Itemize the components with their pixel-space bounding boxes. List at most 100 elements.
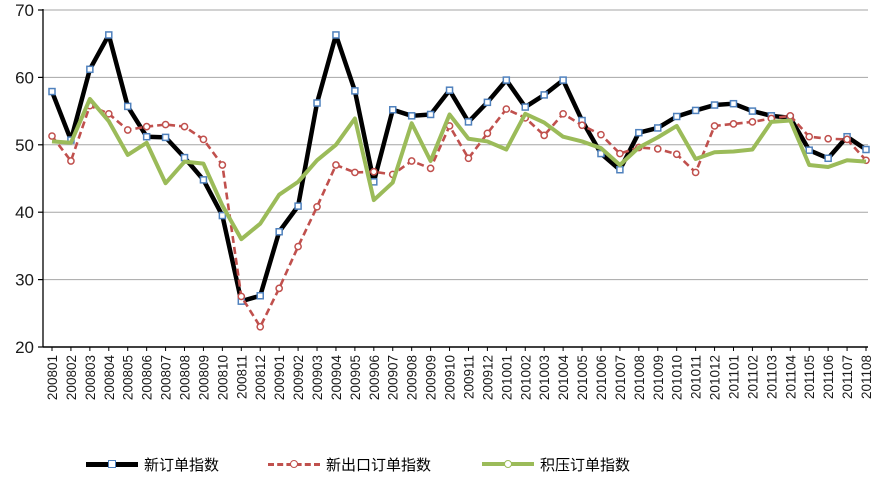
data-point-circle [578,121,586,130]
data-point-square [142,132,151,141]
data-point-circle [464,154,473,163]
x-tick-label: 201008 [632,355,647,400]
data-point-square [824,154,832,163]
new-export-orders-line-sample [268,458,320,470]
x-tick-label: 200806 [140,355,155,400]
data-point-square [672,112,681,121]
new-orders-line-sample [86,458,138,470]
data-point-square [351,87,359,95]
x-tick-label: 201009 [651,355,666,400]
x-tick-label: 200905 [348,355,363,400]
data-point-square [161,133,170,142]
x-tick-label: 200809 [196,355,211,400]
data-point-circle [729,120,738,128]
x-tick-label: 200807 [159,355,174,400]
data-point-circle [369,167,378,176]
data-point-square [635,128,643,137]
data-point-square [729,99,738,108]
data-point-circle [313,202,321,211]
data-point-circle [483,129,492,138]
circle-marker-icon [290,460,298,468]
legend-label-backlog-orders: 积压订单指数 [540,456,631,474]
line-chart-canvas: 20 30 40 50 60 70 200801 200802 200803 200804 2008… [15,1,874,401]
legend-item-new-export-orders: 新出口订单指数 [268,450,431,478]
data-point-square [294,202,302,210]
x-tick-label: 201106 [821,355,836,399]
y-tick-label: 50 [15,136,34,155]
data-point-square [862,145,870,154]
y-tick-label: 60 [15,68,34,87]
data-point-square [313,99,321,107]
data-point-square [654,124,662,132]
data-point-circle [691,168,700,177]
data-point-circle [672,150,681,159]
x-tick-label: 200803 [83,355,98,400]
data-point-square [521,103,530,111]
y-tick-label: 20 [15,338,34,357]
series-line-2 [51,96,867,242]
data-point-square [48,87,56,96]
x-tick-label: 201007 [613,355,628,400]
x-tick-label: 201107 [840,355,855,399]
data-point-square [559,76,567,84]
chart-legend: 新订单指数 新出口订单指数 积压订单指数 [0,450,878,480]
x-tick-label: 201004 [556,355,571,401]
data-point-square [256,292,264,300]
data-point-circle [426,164,435,173]
data-point-circle [199,135,208,144]
x-tick-label: 200802 [64,355,79,400]
data-point-square [86,65,94,74]
data-point-square [502,76,511,84]
data-point-square [275,227,283,236]
y-tick-label: 40 [15,203,34,222]
data-point-circle [48,132,56,140]
x-tick-label: 200907 [386,355,401,400]
x-tick-label: 200902 [291,355,306,400]
x-tick-label: 201010 [670,355,685,400]
x-tick-label: 201001 [499,355,514,400]
x-tick-label: 201011 [689,355,704,399]
legend-label-new-export-orders: 新出口订单指数 [326,456,432,474]
y-tick-label: 30 [15,271,34,290]
x-tick-label: 201101 [726,355,741,399]
x-tick-label: 201108 [859,355,874,399]
data-point-square [616,165,624,174]
x-tick-label: 201006 [594,355,609,400]
data-point-square [218,211,227,220]
data-point-square [123,102,132,111]
x-tick-label: 200804 [102,355,117,401]
x-tick-label: 200812 [253,355,268,400]
data-point-circle [104,109,113,118]
data-point-circle [786,111,795,120]
legend-item-backlog-orders: 积压订单指数 [482,450,630,478]
data-point-square [105,31,113,39]
square-marker-icon [108,460,116,468]
backlog-orders-line-sample [482,458,534,470]
data-point-circle [256,322,265,331]
x-tick-label: 201105 [802,355,817,399]
data-point-square [483,98,492,107]
data-point-circle [237,292,246,301]
data-point-circle [559,109,567,118]
data-point-square [332,31,340,39]
data-point-circle [824,134,832,143]
data-point-circle [748,118,757,126]
data-point-circle [710,122,719,130]
data-point-square [388,106,397,114]
x-tick-label: 200912 [480,355,495,400]
data-point-circle [142,122,151,131]
data-point-circle [653,144,662,153]
x-tick-label: 200903 [310,355,325,400]
data-point-circle [805,132,814,141]
data-point-circle [843,135,851,144]
data-point-square [691,106,700,115]
data-point-circle [502,105,511,113]
legend-item-new-orders: 新订单指数 [86,450,219,478]
series-line-1 [50,104,867,329]
data-point-circle [332,161,340,169]
x-tick-label: 201103 [764,355,779,399]
x-tick-label: 200801 [45,355,60,400]
data-point-square [805,146,813,154]
x-tick-label: 200810 [215,355,230,400]
